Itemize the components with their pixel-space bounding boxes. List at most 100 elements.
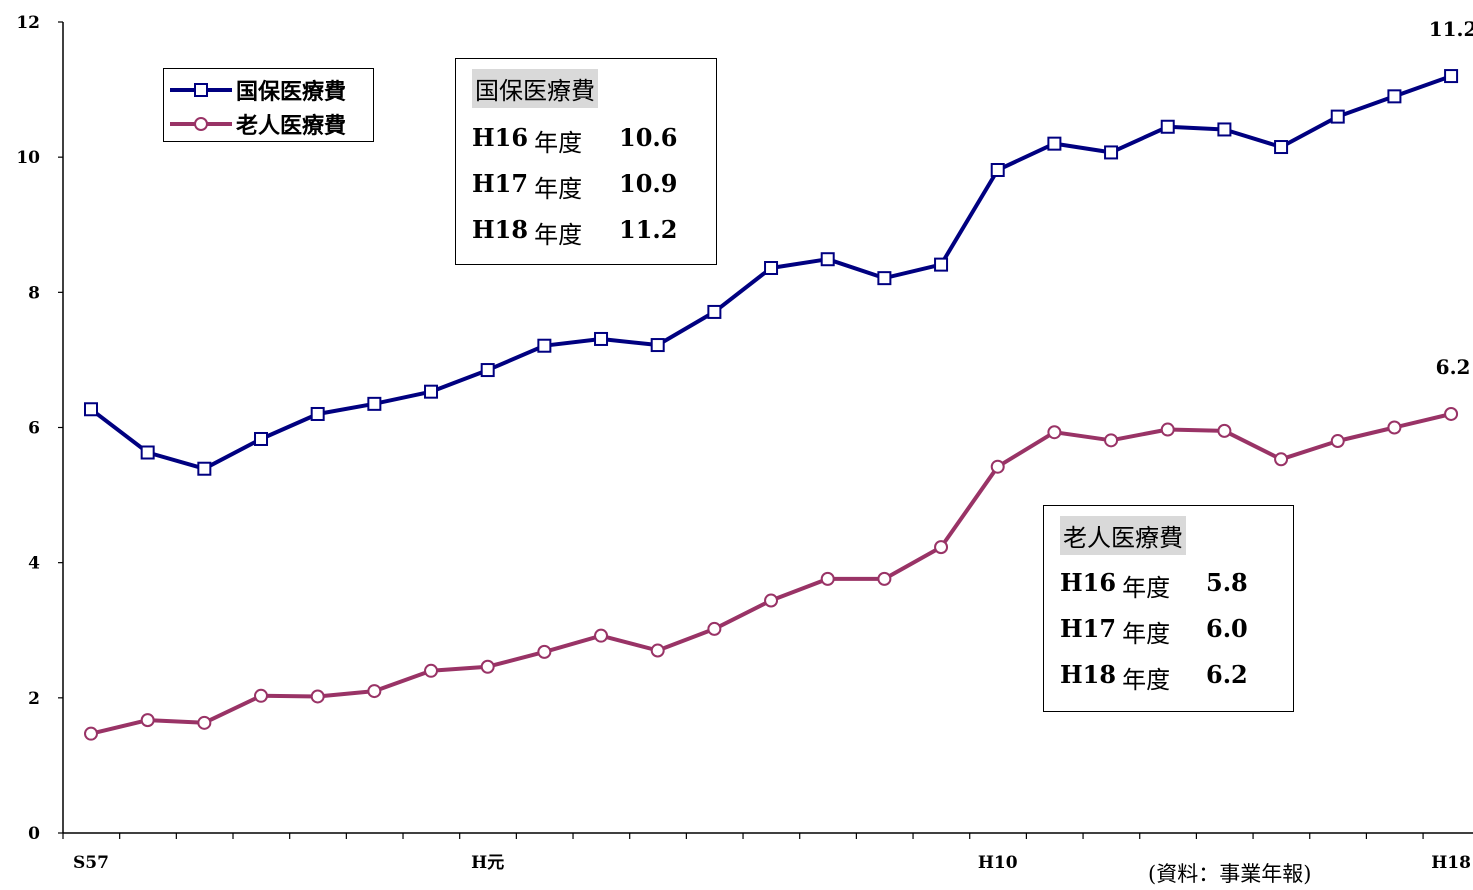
info-year: H17 (1060, 614, 1117, 643)
data-point (197, 461, 212, 476)
legend-item-rojin: 老人医療費 (168, 109, 346, 139)
y-tick-label: 8 (28, 283, 40, 303)
data-point (1387, 89, 1402, 104)
legend-label: 国保医療費 (236, 80, 347, 105)
info-year: H17 (472, 169, 529, 198)
data-point (1047, 425, 1062, 440)
data-point (1330, 434, 1345, 449)
info-unit: 年度 (534, 129, 583, 157)
info-row: H16 年度 (472, 123, 582, 158)
data-point (820, 571, 835, 586)
data-point (990, 459, 1005, 474)
y-tick-label: 4 (28, 554, 40, 574)
data-point (84, 402, 98, 417)
info-box-title: 国保医療費 (472, 69, 598, 108)
info-year: H18 (472, 215, 529, 244)
data-point (1104, 145, 1119, 160)
data-point (1387, 420, 1402, 435)
data-point (480, 659, 495, 674)
x-tick-label: S57 (73, 853, 109, 873)
data-point (367, 396, 382, 411)
data-point (1160, 119, 1175, 134)
data-point (1104, 433, 1119, 448)
data-point (537, 338, 552, 353)
info-box-rojin: 老人医療費 H16 年度 5.8 H17 年度 6.0 H18 年度 6.2 (1043, 505, 1294, 712)
y-tick-label: 12 (16, 13, 40, 33)
info-row: H18 年度 (1060, 660, 1170, 695)
legend-marker-square-icon (170, 83, 232, 97)
info-unit: 年度 (1122, 574, 1171, 602)
data-label: 11.2 (1429, 17, 1473, 41)
source-note: (資料：事業年報) (1148, 862, 1312, 886)
data-point (707, 304, 722, 319)
data-point (877, 271, 892, 286)
data-point (764, 593, 779, 608)
info-value: 5.8 (1206, 568, 1248, 597)
info-row: H16 年度 (1060, 568, 1170, 603)
legend-label: 老人医療費 (236, 114, 347, 139)
chart-series (84, 69, 1459, 741)
y-tick-label: 10 (16, 148, 40, 168)
data-point (764, 261, 779, 276)
data-point (310, 689, 325, 704)
data-point (254, 431, 269, 446)
data-point (1274, 452, 1289, 467)
info-value: 6.2 (1206, 660, 1248, 689)
info-row: H18 年度 (472, 215, 582, 250)
data-point (140, 713, 155, 728)
data-point (140, 445, 155, 460)
info-year: H16 (472, 123, 529, 152)
data-point (424, 384, 439, 399)
x-tick-label: H18 (1431, 853, 1471, 873)
data-label: 6.2 (1436, 355, 1471, 379)
info-year: H18 (1060, 660, 1117, 689)
chart-labels: 11.2 6.2 (1429, 17, 1473, 379)
data-point (877, 571, 892, 586)
data-point (707, 621, 722, 636)
legend-item-kokuho: 国保医療費 (168, 75, 346, 105)
data-point (650, 338, 665, 353)
info-unit: 年度 (534, 221, 583, 249)
y-tick-label: 0 (28, 824, 40, 844)
data-point (310, 406, 325, 421)
data-point (594, 628, 609, 643)
x-tick-label: H元 (471, 853, 504, 873)
data-point (197, 715, 212, 730)
data-point (84, 726, 98, 741)
data-point (1330, 109, 1345, 124)
data-point (537, 644, 552, 659)
x-tick-label: H10 (978, 853, 1018, 873)
info-unit: 年度 (534, 175, 583, 203)
data-point (1160, 422, 1175, 437)
y-tick-label: 2 (28, 689, 40, 709)
info-value: 6.0 (1206, 614, 1248, 643)
data-point (1047, 136, 1062, 151)
data-point (254, 688, 269, 703)
info-value: 11.2 (619, 215, 678, 244)
data-point (594, 331, 609, 346)
info-value: 10.6 (619, 123, 678, 152)
data-point (650, 643, 665, 658)
info-row: H17 年度 (1060, 614, 1170, 649)
data-point (480, 363, 495, 378)
data-point (1444, 69, 1459, 84)
data-point (1274, 140, 1289, 155)
chart-legend: 国保医療費 老人医療費 (163, 68, 374, 142)
data-point (1444, 406, 1459, 421)
y-tick-label: 6 (28, 419, 40, 439)
data-point (1217, 122, 1232, 137)
info-unit: 年度 (1122, 620, 1171, 648)
info-year: H16 (1060, 568, 1117, 597)
info-box-title: 老人医療費 (1060, 516, 1186, 555)
info-row: H17 年度 (472, 169, 582, 204)
info-unit: 年度 (1122, 666, 1171, 694)
data-point (934, 540, 949, 555)
info-box-kokuho: 国保医療費 H16 年度 10.6 H17 年度 10.9 H18 年度 11.… (455, 58, 717, 265)
data-point (934, 257, 949, 272)
legend-marker-circle-icon (170, 117, 232, 131)
info-value: 10.9 (619, 169, 678, 198)
data-point (424, 663, 439, 678)
data-point (1217, 423, 1232, 438)
chart-axes: 0 2 4 6 8 10 12 S57 H元 H10 H18 (16, 13, 1473, 873)
